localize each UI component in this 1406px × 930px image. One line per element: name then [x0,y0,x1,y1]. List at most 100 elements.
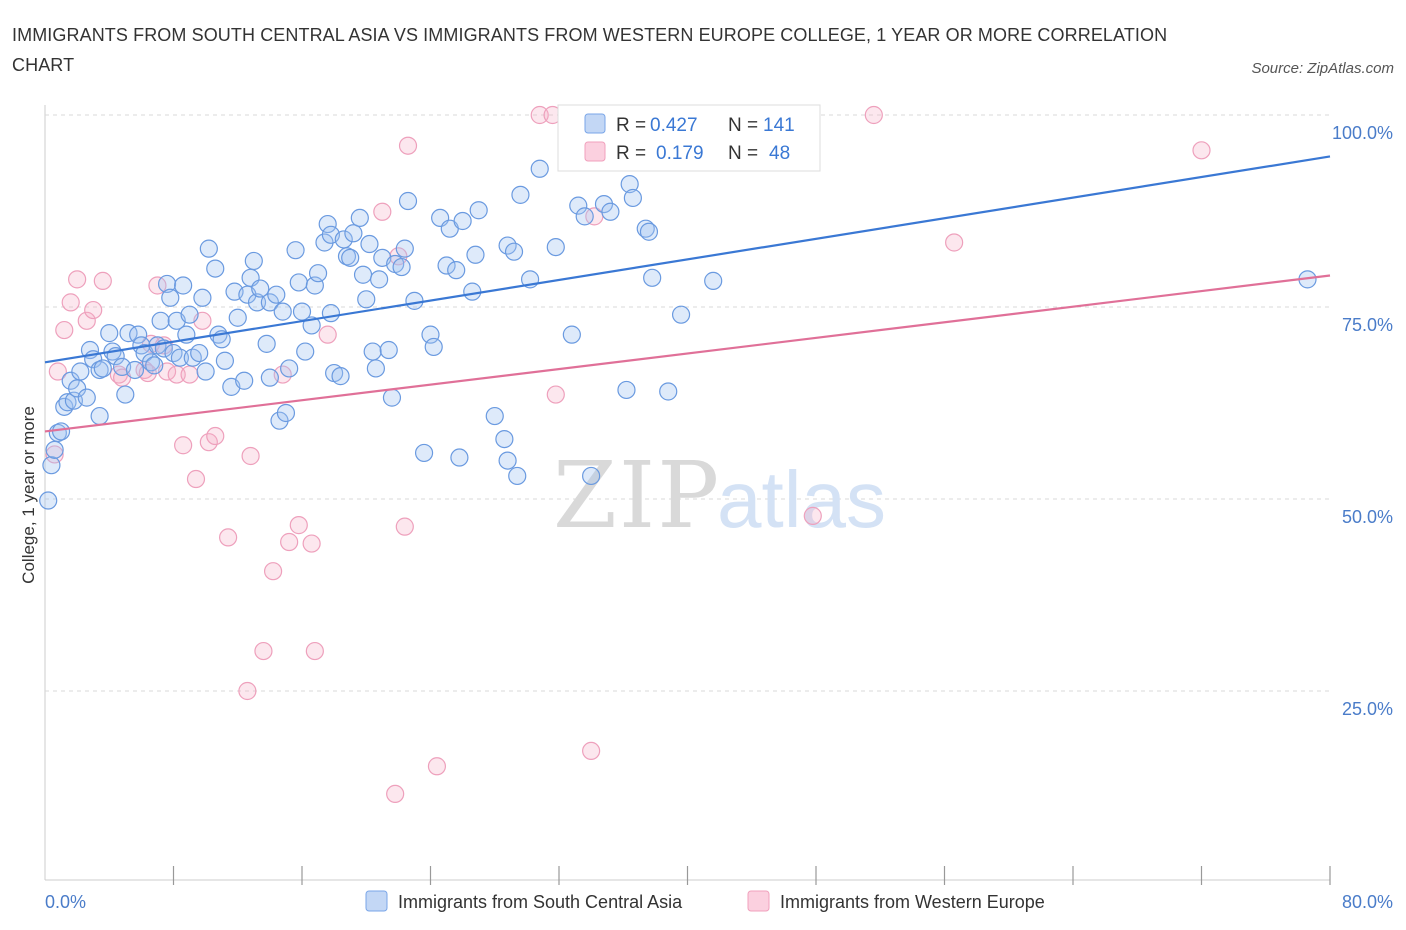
point-south-central-asia [450,448,469,467]
point-western-europe [427,757,447,776]
point-south-central-asia [42,456,61,475]
point-western-europe [945,233,964,252]
point-south-central-asia [620,175,639,194]
legend: Immigrants from South Central Asia Immig… [365,890,1045,912]
x-axis-ticks [172,866,1331,885]
point-western-europe [68,270,87,289]
point-south-central-asia [582,466,601,486]
point-western-europe [280,532,299,552]
point-south-central-asia [363,342,382,361]
trend-line-western-europe [44,274,1331,433]
point-south-central-asia [51,422,71,441]
gridlines [45,114,1330,692]
point-south-central-asia [437,256,456,275]
point-south-central-asia [235,371,254,390]
point-south-central-asia [530,159,549,178]
point-western-europe [93,271,112,290]
point-south-central-asia [145,356,164,375]
point-western-europe [398,136,418,155]
point-south-central-asia [161,288,180,307]
y-tick-label: 100.0% [1332,123,1393,143]
point-south-central-asia [228,308,247,327]
point-western-europe [386,784,405,804]
point-south-central-asia [546,237,565,257]
point-south-central-asia [395,239,414,258]
point-south-central-asia [485,406,504,426]
point-western-europe [77,311,96,330]
point-western-europe [186,469,206,489]
point-south-central-asia [260,368,279,387]
point-south-central-asia [244,251,263,271]
point-western-europe [1192,141,1211,160]
point-western-europe [84,300,103,320]
point-south-central-asia [196,362,215,381]
chart-title: IMMIGRANTS FROM SOUTH CENTRAL ASIA VS IM… [12,25,1168,75]
point-south-central-asia [170,348,190,367]
point-south-central-asia [90,406,109,426]
point-south-central-asia [366,359,385,378]
x-tick-label-min: 0.0% [45,892,86,912]
point-south-central-asia [498,451,517,470]
point-western-europe [582,741,601,761]
point-south-central-asia [398,191,418,211]
point-south-central-asia [504,242,524,261]
point-south-central-asia [280,359,299,378]
point-south-central-asia [193,288,212,307]
point-south-central-asia [511,185,530,204]
point-south-central-asia [463,282,482,301]
point-south-central-asia [257,334,276,353]
source-label: Source: ZipAtlas.com [1251,60,1394,77]
point-south-central-asia [183,348,202,367]
point-south-central-asia [671,305,691,324]
point-south-central-asia [276,403,296,423]
point-south-central-asia [39,491,58,510]
point-south-central-asia [141,353,161,372]
point-south-central-asia [71,362,90,381]
point-south-central-asia [164,343,183,363]
point-south-central-asia [469,201,488,220]
point-western-europe [61,293,80,312]
point-western-europe [174,436,193,455]
point-south-central-asia [116,385,135,404]
point-western-europe [546,385,565,404]
x-tick-label-max: 80.0% [1342,892,1393,912]
point-south-central-asia [569,196,588,215]
point-south-central-asia [639,222,659,241]
point-south-central-asia [45,440,64,459]
point-south-central-asia [267,285,286,304]
point-south-central-asia [206,259,225,278]
point-south-central-asia [77,388,96,407]
point-south-central-asia [190,343,209,363]
point-south-central-asia [247,293,267,312]
stats-swatch-western-europe [584,141,606,162]
point-western-europe [45,445,64,464]
y-tick-label: 75.0% [1342,315,1393,335]
point-south-central-asia [382,388,402,407]
watermark-zip: ZIP [553,442,721,549]
point-south-central-asia [251,279,270,298]
point-south-central-asia [318,214,337,234]
point-western-europe [305,641,324,661]
point-south-central-asia [308,264,328,283]
point-south-central-asia [495,429,514,449]
point-south-central-asia [623,188,642,208]
point-south-central-asia [331,367,350,386]
point-south-central-asia [643,268,662,287]
series-western-europe-points [45,105,1211,804]
point-south-central-asia [286,241,305,260]
point-south-central-asia [360,234,379,254]
point-south-central-asia [379,340,398,360]
y-tick-label: 25.0% [1342,699,1393,719]
stats-swatch-south-central-asia [584,113,606,134]
stats-n-label-b: N = [728,143,758,164]
point-western-europe [241,446,260,466]
point-western-europe [395,517,414,536]
stats-n-label-a: N = [728,115,758,136]
point-south-central-asia [508,466,527,486]
point-south-central-asia [157,274,177,294]
y-axis-tick-labels: 25.0% 50.0% 75.0% 100.0% [1332,123,1393,719]
point-western-europe [803,506,822,525]
point-western-europe [289,516,308,535]
point-south-central-asia [447,261,466,280]
